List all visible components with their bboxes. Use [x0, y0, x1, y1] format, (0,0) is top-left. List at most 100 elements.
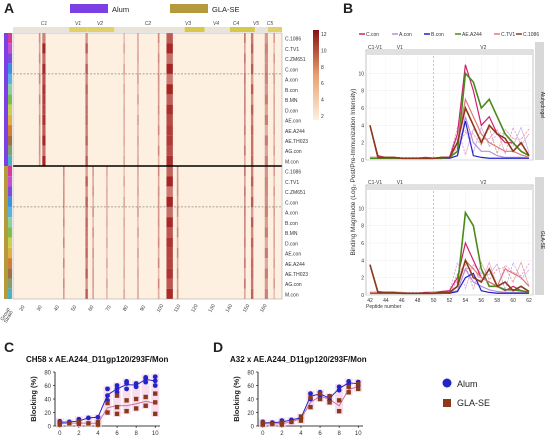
gla-point: [356, 381, 361, 387]
heatmap-cell: [92, 258, 94, 269]
heatmap-cell: [42, 145, 46, 156]
heatmap-cell: [273, 217, 275, 228]
heatmap-cell: [42, 73, 46, 85]
heatmap-cell: [92, 227, 94, 238]
b-series-line: [369, 258, 530, 295]
heatmap-cell: [176, 268, 179, 279]
heatmap-cell: [264, 196, 268, 207]
heatmap-cell: [157, 104, 160, 115]
strain-bar-cell: [8, 104, 12, 115]
range-shade: [141, 374, 150, 409]
heatmap-cell: [38, 125, 41, 136]
line-plot: C.con A.con B.con AE.A244 C.TV1 C.1086 Aluhydr…: [350, 32, 545, 310]
x-tick-label: 70: [105, 304, 113, 312]
heatmap-cell: [42, 104, 46, 115]
heatmap-cell: [123, 288, 125, 299]
gla-point: [95, 422, 101, 427]
heatmap-cell: [38, 43, 41, 54]
heatmap-cell: [166, 268, 173, 279]
heatmap-cell: [250, 258, 254, 269]
heatmap-cell: [123, 278, 125, 289]
gla-point: [289, 419, 294, 425]
gla-point: [57, 420, 62, 425]
strain-label: AE.TH023: [285, 272, 308, 278]
heatmap-cell: [244, 237, 246, 248]
b-faint-line: [369, 126, 530, 158]
heatmap-cell: [244, 186, 246, 197]
b-strip-label: GLA-SE: [539, 231, 545, 250]
gla-point: [279, 420, 285, 425]
b-x-label: Peptide number: [366, 304, 402, 310]
heatmap: C1 V1 V2 C2 V3 V4 C4 V5 C5 C.1086 C.TV1 C.ZM651 C.co…: [0, 21, 327, 324]
gla-point: [356, 386, 361, 392]
b-region-bar: [366, 186, 386, 190]
gla-point: [95, 419, 101, 425]
heatmap-cell: [157, 217, 160, 228]
heatmap-cell: [123, 114, 125, 126]
heatmap-cell: [273, 145, 275, 156]
heatmap-cell: [250, 84, 254, 95]
heatmap-cell: [38, 114, 41, 126]
b-y-tick: 0: [361, 158, 364, 164]
heatmap-cell: [244, 155, 246, 166]
heatmap-cell: [137, 114, 139, 126]
strain-label: D.con: [285, 108, 298, 114]
heatmap-cell: [244, 176, 246, 187]
gla-point: [86, 421, 91, 426]
heatmap-cell: [85, 145, 88, 156]
b-y-tick: 10: [358, 206, 364, 212]
gla-point: [308, 395, 313, 400]
strain-label: D.con: [285, 241, 298, 247]
heatmap-cell: [244, 84, 246, 95]
region-strip-block: [204, 27, 230, 32]
heatmap-cell: [250, 73, 254, 85]
heatmap-cell: [157, 73, 160, 85]
heatmap-cell: [137, 247, 139, 259]
heatmap-cell: [106, 217, 108, 228]
heatmap-cell: [157, 94, 160, 105]
heatmap-cell: [106, 176, 108, 187]
x-tick-label: 100: [156, 303, 165, 313]
heatmap-cell: [157, 268, 160, 279]
heatmap-cell: [250, 145, 254, 156]
heatmap-cell: [137, 288, 139, 299]
y-axis-label: Blocking (%): [29, 376, 38, 422]
heatmap-cell: [264, 278, 268, 289]
b-x-tick: 48: [415, 298, 421, 304]
x-tick-label: 120: [190, 303, 199, 313]
b-region-bar: [433, 51, 533, 55]
heatmap-cell: [250, 135, 254, 146]
heatmap-cell: [176, 227, 179, 238]
x-tick-label: 0: [58, 431, 62, 437]
strain-bar-cell: [8, 288, 12, 299]
x-tick-label: 4: [96, 431, 100, 437]
heatmap-cell: [38, 104, 41, 115]
heatmap-cell: [63, 258, 65, 269]
b-y-tick: 2: [361, 141, 364, 147]
heatmap-cell: [244, 227, 246, 238]
heatmap-cell: [157, 43, 160, 54]
y-tick-label: 0: [251, 425, 255, 431]
b-x-tick: 62: [526, 298, 532, 304]
heatmap-cell: [176, 258, 179, 269]
heatmap-cell: [92, 176, 94, 187]
heatmap-cell: [137, 186, 139, 197]
heatmap-cell: [38, 94, 41, 105]
y-tick-label: 20: [247, 411, 254, 417]
b-x-tick: 44: [383, 298, 389, 304]
heatmap-cell: [273, 125, 275, 136]
heatmap-cell: [137, 206, 139, 218]
heatmap-cell: [123, 247, 125, 259]
heatmap-cell: [273, 176, 275, 187]
b-y-tick: 4: [361, 123, 364, 129]
heatmap-cell: [92, 206, 94, 218]
heatmap-cell: [250, 155, 254, 166]
heatmap-cell: [157, 166, 160, 177]
x-tick-label: 110: [173, 303, 182, 313]
heatmap-cell: [137, 84, 139, 95]
heatmap-cell: [264, 94, 268, 105]
b-x-tick: 52: [447, 298, 453, 304]
heatmap-cell: [85, 63, 88, 74]
heatmap-cell: [157, 114, 160, 126]
heatmap-cell: [244, 258, 246, 269]
